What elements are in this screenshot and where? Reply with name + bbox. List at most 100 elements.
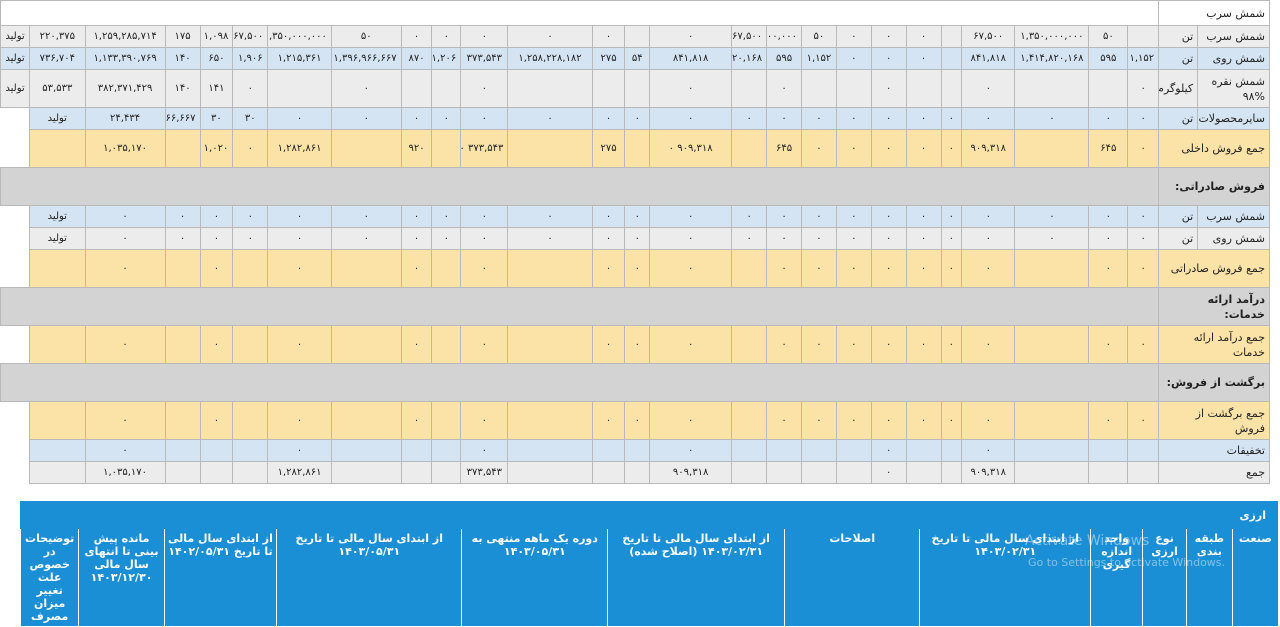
table-cell (232, 401, 269, 440)
table-cell: ۰ (1127, 227, 1160, 250)
table-cell: ۰ (870, 325, 907, 364)
table-cell: ۰ (460, 69, 509, 108)
table-cell: ۰ (905, 227, 942, 250)
table-cell: ۰ (84, 401, 166, 440)
table-cell (731, 461, 768, 484)
table-cell: ۰ (835, 205, 872, 228)
column-header: صنعت (1231, 529, 1278, 627)
table-cell: ۰ (400, 25, 433, 48)
table-cell (507, 69, 593, 108)
table-cell: ۳۷۳,۵۴۳ (460, 461, 509, 484)
table-cell: ۰ (800, 227, 837, 250)
table-cell: ۰ (400, 249, 433, 288)
table-cell: ۰ (431, 205, 462, 228)
table-cell: ۱۴۰ (164, 47, 201, 70)
table-cell: ۰ (835, 129, 872, 168)
table-cell (164, 325, 201, 364)
table-row: فروش صادراتی: (0, 167, 1270, 206)
column-header: دوره یک ماهه منتهی به ۱۴۰۳/۰۵/۳۱ (461, 529, 608, 627)
table-cell: ۰ (624, 227, 651, 250)
table-cell (199, 439, 234, 462)
table-cell (431, 461, 462, 484)
table-cell: ۱۴۱ (199, 69, 234, 108)
table-cell: ۱,۲۵۹,۲۸۵,۷۱۴ (84, 25, 166, 48)
table-cell (940, 461, 963, 484)
table-cell: ۰ (961, 325, 1016, 364)
table-cell (164, 249, 201, 288)
table-row: شمش سرب تن ۰ ۰ ۰ ۰ ۰ ۰ ۰ ۰ ۰ ۰ ۰ ۰ ۰ ۰ ۰ ۰ ۰ ۰ ۰ ۰ ۰ ۰ ۰ ۰ تولید (1, 205, 1270, 228)
table-cell: ۰ (624, 205, 651, 228)
table-cell (1127, 439, 1160, 462)
table-cell: ۹۰۹,۳۱۸ ۰ (649, 129, 733, 168)
table-cell: ۱,۰۹۸ (199, 25, 234, 48)
table-cell: ۰ (649, 439, 733, 462)
table-cell: تولید (29, 227, 86, 250)
table-cell: ۰ (870, 205, 907, 228)
table-cell (232, 325, 269, 364)
table-cell (940, 47, 963, 70)
table-cell: ۰ (507, 107, 593, 130)
table-cell: ۰ (905, 47, 942, 70)
table-cell (940, 69, 963, 108)
table-cell (624, 439, 651, 462)
table-cell: ۰ (905, 205, 942, 228)
table-cell: ۰ (232, 69, 269, 108)
row-label: فروش صادراتی: (1158, 167, 1270, 206)
table-cell: ۳۷۳,۵۴۳ ۰ (460, 129, 509, 168)
table-cell: تولید (29, 107, 86, 130)
table-cell: ۰ (164, 227, 201, 250)
table-cell (800, 69, 837, 108)
table-cell (507, 401, 593, 440)
table-cell: ۰ (835, 227, 872, 250)
table-row: جمع فروش داخلی ۰ ۶۴۵ ۹۰۹,۳۱۸ ۰ ۰ ۰ ۰ ۰ ۶۴۵ ۹۰۹,۳۱۸… (1, 129, 1270, 168)
table-cell: ۰ (905, 249, 942, 288)
table-cell (507, 325, 593, 364)
table-cell: ۰ (835, 47, 872, 70)
table-cell: ۰ (267, 227, 332, 250)
table-cell: تن (1158, 107, 1199, 130)
table-cell: ۰ (84, 227, 166, 250)
table-cell: ۰ (232, 205, 269, 228)
table-cell (330, 325, 402, 364)
table-cell: ۰ (1127, 325, 1160, 364)
table-cell (431, 325, 462, 364)
table-cell: ۰ (1127, 69, 1160, 108)
table-cell: تولید (0, 25, 31, 48)
table-cell: ۰ (267, 325, 332, 364)
table-cell: ۰ (1088, 249, 1129, 288)
table-cell: ۰ (1088, 325, 1129, 364)
table-cell: ۰ (940, 249, 963, 288)
table-cell (624, 461, 651, 484)
table-cell: ۰ (1088, 205, 1129, 228)
table-cell: ۰ (460, 439, 509, 462)
table-cell: ۵۹۵ (1088, 47, 1129, 70)
table-cell: ۲۷۵ (591, 47, 626, 70)
table-cell: تولید (0, 69, 31, 108)
currency-table-header: صنعت طبقه بندی نوع ارزی واحد اندازه گیری از … (19, 529, 1278, 627)
table-row: شمش سرب (0, 0, 1270, 26)
table-cell: ۳۸۲,۳۷۱,۴۲۹ (84, 69, 166, 108)
table-cell: ۰ (591, 325, 626, 364)
table-cell (400, 461, 433, 484)
spacer (0, 492, 1280, 501)
table-cell (431, 439, 462, 462)
table-cell: ۰ (431, 25, 462, 48)
table-cell (591, 439, 626, 462)
row-label: شمش روی (1197, 47, 1270, 70)
table-cell: ۰ (940, 401, 963, 440)
table-cell (766, 439, 802, 462)
table-cell: ۰ (961, 227, 1016, 250)
table-cell: ۰ (961, 249, 1016, 288)
table-cell: ۰ (460, 205, 509, 228)
table-cell: ۰ (905, 401, 942, 440)
table-cell: ۰ (199, 401, 234, 440)
section-title: ارزی (1239, 509, 1266, 522)
table-cell: ۵۰ (800, 25, 837, 48)
table-cell: ۰ (905, 25, 942, 48)
table-cell: ۵۰ (330, 25, 402, 48)
table-cell: ۰ (870, 69, 907, 108)
table-row: جمع برگشت از فروش ۰ ۰ ۰ ۰ ۰ ۰ ۰ ۰ ۰ ۰ ۰ ۰ ۰ ۰ ۰ ۰ ۰ (1, 401, 1270, 440)
table-cell: ۰ (267, 205, 332, 228)
table-cell (507, 439, 593, 462)
table-cell: ۰ (1014, 205, 1090, 228)
